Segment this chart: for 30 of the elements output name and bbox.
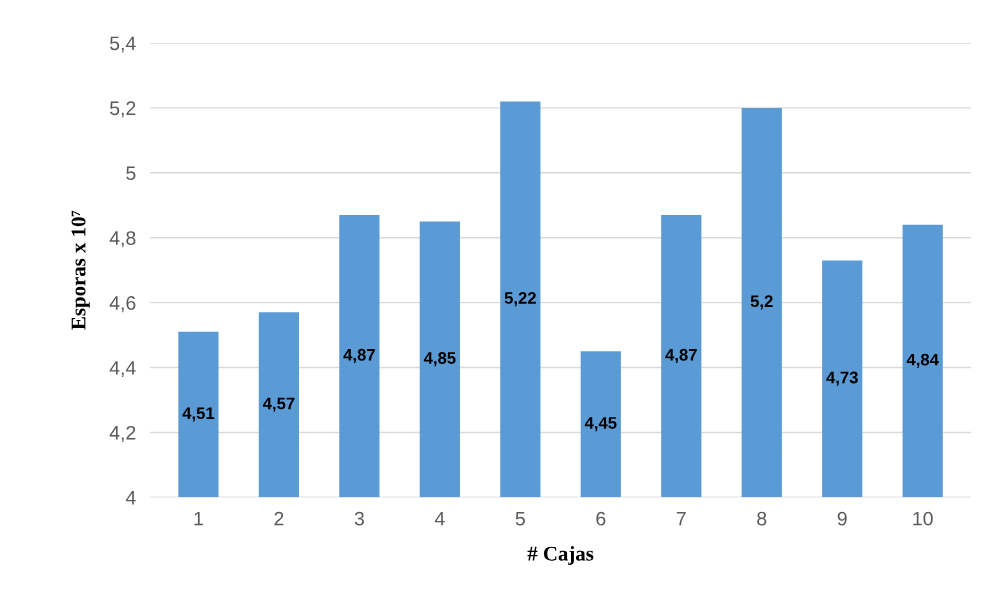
x-tick-label: 9 [837, 511, 847, 526]
data-label: 5,2 [750, 295, 773, 310]
y-tick-label: 4,2 [109, 425, 136, 442]
data-label: 4,84 [906, 353, 939, 368]
data-label: 5,22 [504, 292, 536, 307]
y-tick-label: 5 [126, 166, 136, 181]
x-tick-label: 3 [354, 511, 364, 526]
x-tick-label: 8 [757, 511, 767, 526]
x-axis-title: # Cajas [527, 546, 594, 565]
y-tick-label: 5,4 [110, 36, 136, 53]
y-axis-title: Esporas x 10⁷ [71, 210, 90, 330]
y-tick-label: 5,2 [110, 101, 136, 118]
x-tick-label: 6 [596, 511, 606, 526]
x-tick-label: 2 [274, 511, 284, 526]
data-label: 4,87 [343, 348, 375, 364]
data-label: 4,45 [584, 417, 617, 432]
x-tick-label: 10 [913, 511, 933, 526]
y-tick-label: 4,4 [109, 361, 136, 378]
data-label: 4,87 [665, 348, 697, 364]
data-label: 4,85 [423, 352, 456, 367]
data-label: 4,73 [826, 371, 858, 386]
y-tick-label: 4 [125, 491, 136, 505]
y-tick-label: 4,8 [109, 231, 136, 248]
x-tick-label: 5 [515, 511, 525, 526]
x-tick-label: 4 [434, 511, 445, 526]
data-label: 4,57 [262, 397, 295, 412]
data-label: 4,51 [182, 407, 215, 422]
y-tick-label: 4,6 [109, 296, 136, 313]
x-tick-label: 1 [194, 511, 203, 526]
x-tick-label: 7 [676, 511, 686, 526]
